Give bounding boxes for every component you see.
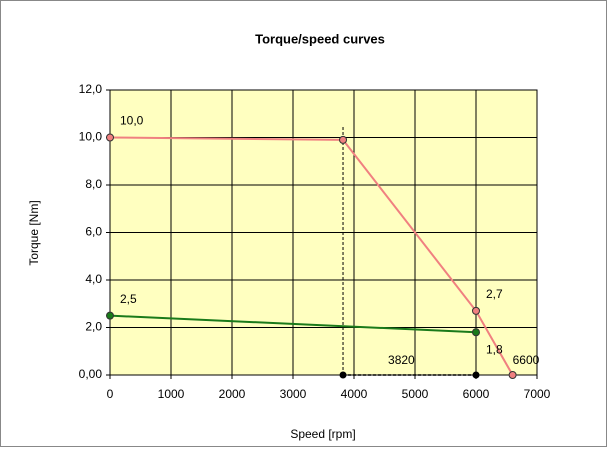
series-line: [109, 136, 514, 376]
x-tick-label: 6000: [463, 387, 490, 401]
guide-marker: [339, 371, 347, 379]
data-label: 10,0: [120, 114, 144, 128]
y-tick-label: 8,0: [85, 177, 102, 191]
y-tick-label: 2,0: [85, 320, 102, 334]
data-point: [472, 306, 480, 315]
data-label: 1,8: [486, 342, 503, 356]
data-point: [472, 328, 480, 337]
y-tick-label: 6,0: [85, 225, 102, 239]
annotation: 6600: [513, 353, 540, 367]
data-label: 2,5: [120, 292, 137, 306]
x-tick-label: 5000: [402, 387, 429, 401]
x-tick-label: 2000: [219, 387, 246, 401]
y-tick-label: 10,0: [79, 130, 103, 144]
x-tick-label: 4000: [341, 387, 368, 401]
data-point: [106, 133, 114, 142]
y-tick-label: 0,00: [79, 367, 103, 381]
data-point: [339, 135, 348, 144]
guide-marker: [472, 371, 480, 379]
annotation: 3820: [388, 353, 415, 367]
series-line: [109, 314, 477, 334]
chart-title: Torque/speed curves: [255, 31, 385, 46]
y-tick-label: 4,0: [85, 272, 102, 286]
data-point: [106, 311, 114, 320]
x-tick-label: 0: [107, 387, 114, 401]
y-axis-title: Torque [Nm]: [27, 200, 41, 265]
data-point: [508, 371, 517, 379]
data-label: 2,7: [486, 287, 503, 301]
x-tick-label: 3000: [280, 387, 307, 401]
x-axis-title: Speed [rpm]: [290, 427, 355, 441]
x-tick-label: 7000: [524, 387, 551, 401]
y-tick-label: 12,0: [79, 82, 103, 96]
x-tick-label: 1000: [158, 387, 185, 401]
